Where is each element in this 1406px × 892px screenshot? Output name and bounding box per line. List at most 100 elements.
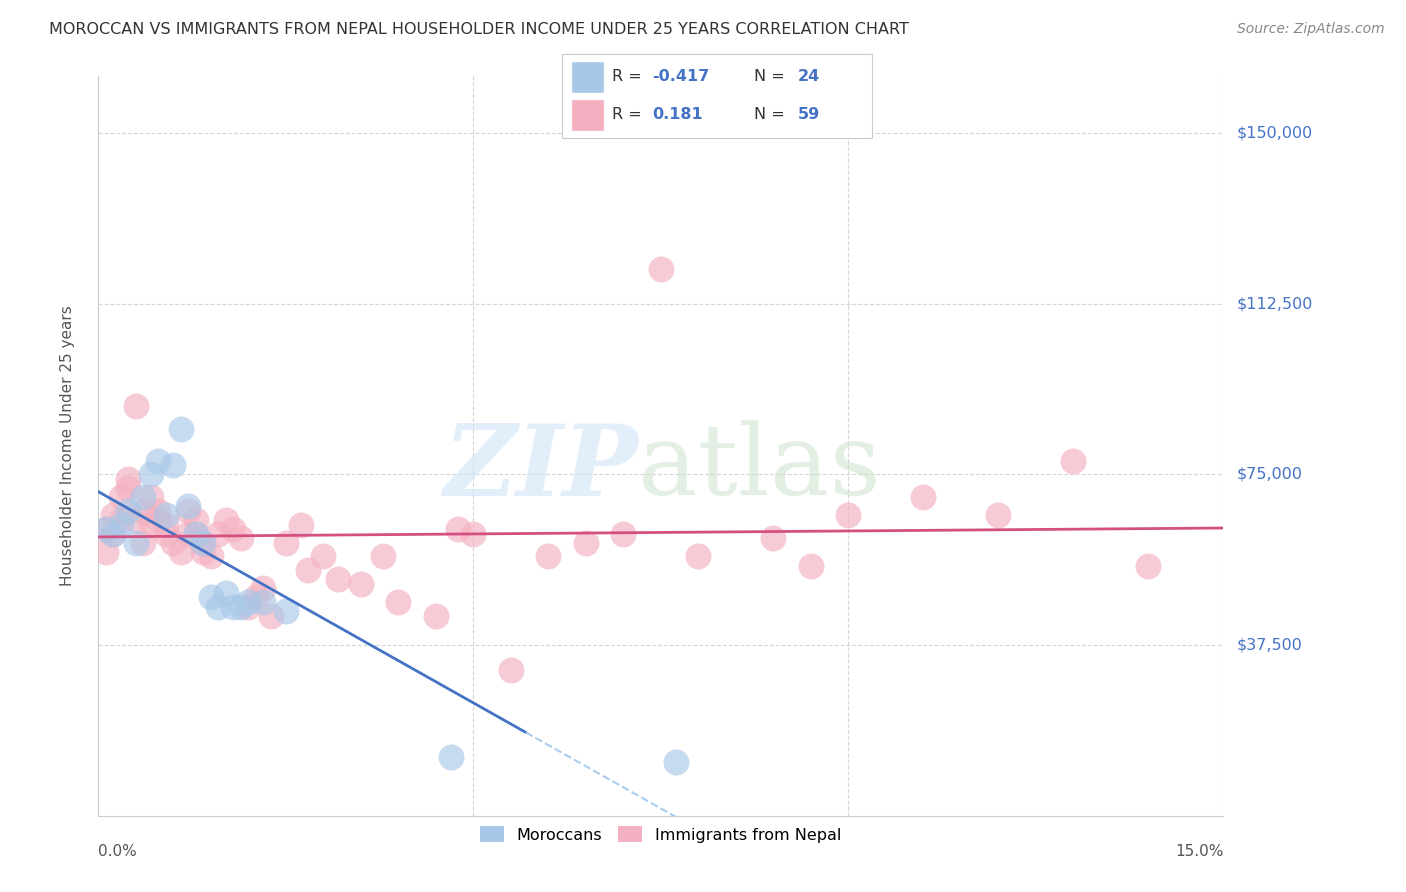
Point: [274, 604, 297, 618]
Point: [170, 422, 193, 436]
Point: [103, 526, 125, 541]
Point: [612, 526, 634, 541]
Text: atlas: atlas: [638, 420, 882, 516]
Point: [155, 526, 177, 541]
Legend: Moroccans, Immigrants from Nepal: Moroccans, Immigrants from Nepal: [474, 820, 848, 849]
Point: [103, 526, 125, 541]
Point: [837, 508, 859, 523]
Point: [193, 536, 215, 550]
Point: [94, 522, 117, 536]
Point: [132, 504, 155, 518]
Point: [665, 755, 688, 769]
Point: [650, 262, 672, 277]
Point: [162, 536, 184, 550]
Point: [575, 536, 598, 550]
Point: [290, 517, 312, 532]
Point: [463, 526, 485, 541]
Point: [312, 549, 335, 564]
Point: [177, 500, 200, 514]
Point: [252, 582, 274, 596]
Point: [125, 536, 148, 550]
Point: [1137, 558, 1160, 573]
Point: [110, 517, 132, 532]
Point: [155, 517, 177, 532]
Point: [200, 549, 222, 564]
Point: [117, 481, 139, 495]
Point: [800, 558, 823, 573]
Point: [139, 467, 162, 482]
Text: -0.417: -0.417: [652, 70, 710, 85]
Point: [987, 508, 1010, 523]
Point: [110, 490, 132, 504]
Point: [125, 513, 148, 527]
Text: $37,500: $37,500: [1237, 638, 1303, 653]
Point: [177, 504, 200, 518]
Text: $150,000: $150,000: [1237, 125, 1313, 140]
Point: [117, 472, 139, 486]
Point: [193, 536, 215, 550]
Text: ZIP: ZIP: [443, 420, 638, 516]
Text: MOROCCAN VS IMMIGRANTS FROM NEPAL HOUSEHOLDER INCOME UNDER 25 YEARS CORRELATION : MOROCCAN VS IMMIGRANTS FROM NEPAL HOUSEH…: [49, 22, 910, 37]
Text: N =: N =: [754, 107, 790, 122]
Point: [117, 504, 139, 518]
Point: [139, 517, 162, 532]
Point: [215, 513, 238, 527]
Point: [148, 513, 170, 527]
Point: [184, 526, 207, 541]
Point: [215, 586, 238, 600]
Text: 0.181: 0.181: [652, 107, 703, 122]
Point: [139, 490, 162, 504]
Point: [193, 545, 215, 559]
Point: [110, 513, 132, 527]
Point: [762, 531, 785, 545]
Text: 15.0%: 15.0%: [1175, 844, 1223, 859]
Point: [252, 595, 274, 609]
Point: [222, 522, 245, 536]
Point: [447, 522, 470, 536]
Point: [184, 513, 207, 527]
Text: 24: 24: [797, 70, 820, 85]
Point: [184, 526, 207, 541]
Text: $75,000: $75,000: [1237, 467, 1303, 482]
Bar: [572, 100, 603, 130]
Point: [425, 608, 447, 623]
Point: [222, 599, 245, 614]
Point: [229, 531, 252, 545]
Point: [170, 545, 193, 559]
Text: 0.0%: 0.0%: [98, 844, 138, 859]
Point: [688, 549, 710, 564]
Point: [229, 599, 252, 614]
Point: [274, 536, 297, 550]
Point: [912, 490, 935, 504]
Point: [373, 549, 395, 564]
Point: [245, 591, 267, 605]
Text: $112,500: $112,500: [1237, 296, 1313, 311]
Point: [207, 599, 229, 614]
Text: N =: N =: [754, 70, 790, 85]
Point: [200, 591, 222, 605]
Point: [125, 399, 148, 413]
Point: [1062, 454, 1084, 468]
Point: [148, 454, 170, 468]
Point: [238, 599, 260, 614]
Point: [238, 595, 260, 609]
Text: R =: R =: [612, 70, 647, 85]
Point: [94, 522, 117, 536]
Point: [103, 508, 125, 523]
Point: [537, 549, 560, 564]
Point: [94, 545, 117, 559]
Y-axis label: Householder Income Under 25 years: Householder Income Under 25 years: [60, 306, 75, 586]
Text: 59: 59: [797, 107, 820, 122]
Point: [148, 504, 170, 518]
Bar: [572, 62, 603, 92]
Point: [132, 490, 155, 504]
Point: [132, 536, 155, 550]
Point: [177, 526, 200, 541]
Point: [297, 563, 319, 577]
Point: [260, 608, 283, 623]
Point: [155, 508, 177, 523]
Point: [162, 458, 184, 473]
Point: [328, 572, 350, 586]
FancyBboxPatch shape: [562, 54, 872, 138]
Point: [207, 526, 229, 541]
